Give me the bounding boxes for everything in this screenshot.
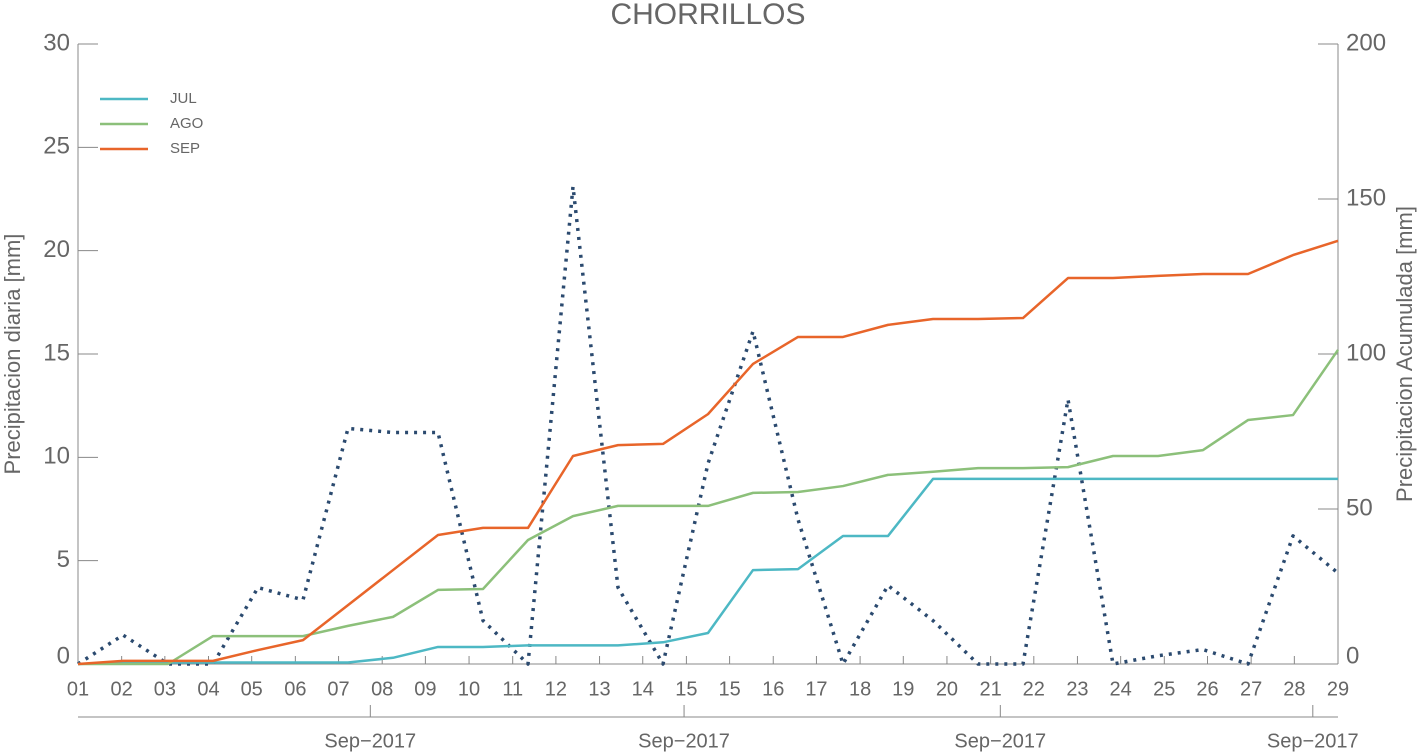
x-tick-label: 14 [632,678,654,700]
y-tick-label: 0 [57,642,70,669]
x-tick-label: 11 [502,678,523,700]
x-tick-label: 06 [284,678,306,700]
legend-label: AGO [170,115,203,132]
x-tick-label: 23 [1066,678,1088,700]
y2-tick-label: 0 [1346,642,1359,669]
x-tick-label: 25 [1153,678,1175,700]
x-tick-label: 20 [936,678,958,700]
x-tick-label: 02 [111,678,133,700]
x-tick-label: 24 [1110,678,1132,700]
period-label: Sep−2017 [638,730,730,752]
cumulative-line [77,239,1339,666]
x-tick-label: 27 [1240,678,1262,700]
x-tick-label: 21 [979,678,1001,700]
x-tick-label: 05 [241,678,263,700]
legend-label: JUL [170,90,197,107]
period-label: Sep−2017 [324,730,416,752]
x-tick-label: 22 [1023,678,1045,700]
y-tick-label: 5 [57,546,70,573]
daily-line [77,184,1340,666]
x-tick-label: 10 [458,678,480,700]
x-tick-label: 04 [197,678,219,700]
x-tick-label: 07 [327,678,349,700]
x-tick-label: 18 [849,678,871,700]
y-tick-label: 20 [43,236,70,263]
x-tick-label: 26 [1196,678,1218,700]
x-tick-label: 09 [414,678,436,700]
legend-label: SEP [170,140,200,157]
period-label: Sep−2017 [1267,730,1359,752]
y-tick-label: 10 [43,443,70,470]
y2-tick-label: 200 [1346,29,1386,56]
y2-tick-label: 50 [1346,494,1373,521]
x-tick-label: 08 [371,678,393,700]
y-tick-label: 15 [43,339,70,366]
x-tick-label: 17 [805,678,827,700]
chart-title: CHORRILLOS [610,0,805,31]
y2-tick-label: 150 [1346,184,1386,211]
y2-axis-title: Precipitacion Acumulada [mm] [1392,206,1417,502]
x-tick-label: 29 [1327,678,1349,700]
x-tick-label: 19 [892,678,914,700]
y-tick-label: 25 [43,133,70,160]
cumulative-line [78,349,1340,666]
x-tick-label: 28 [1283,678,1305,700]
x-tick-label: 15 [718,678,740,700]
y-tick-label: 30 [43,29,70,56]
cumulative-line [77,477,1338,666]
x-tick-label: 12 [545,678,567,700]
x-tick-label: 13 [588,678,610,700]
x-tick-label: 15 [675,678,697,700]
y-axis-title: Precipitacion diaria [mm] [0,234,25,475]
x-tick-label: 03 [154,678,176,700]
period-label: Sep−2017 [954,730,1046,752]
y2-tick-label: 100 [1346,339,1386,366]
x-tick-label: 16 [762,678,784,700]
x-tick-label: 01 [67,678,89,700]
